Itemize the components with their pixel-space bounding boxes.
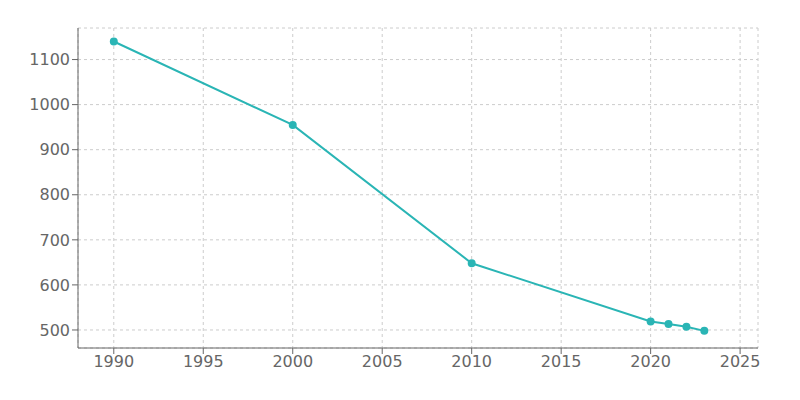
- svg-text:900: 900: [39, 140, 70, 159]
- svg-text:1100: 1100: [29, 50, 70, 69]
- svg-text:1990: 1990: [93, 352, 134, 371]
- svg-text:1995: 1995: [183, 352, 224, 371]
- svg-text:600: 600: [39, 276, 70, 295]
- svg-text:700: 700: [39, 231, 70, 250]
- svg-text:2000: 2000: [272, 352, 313, 371]
- svg-text:800: 800: [39, 185, 70, 204]
- svg-text:2025: 2025: [720, 352, 761, 371]
- svg-text:1000: 1000: [29, 95, 70, 114]
- svg-text:2010: 2010: [451, 352, 492, 371]
- svg-text:500: 500: [39, 321, 70, 340]
- svg-text:2005: 2005: [362, 352, 403, 371]
- svg-text:2020: 2020: [630, 352, 671, 371]
- svg-text:2015: 2015: [541, 352, 582, 371]
